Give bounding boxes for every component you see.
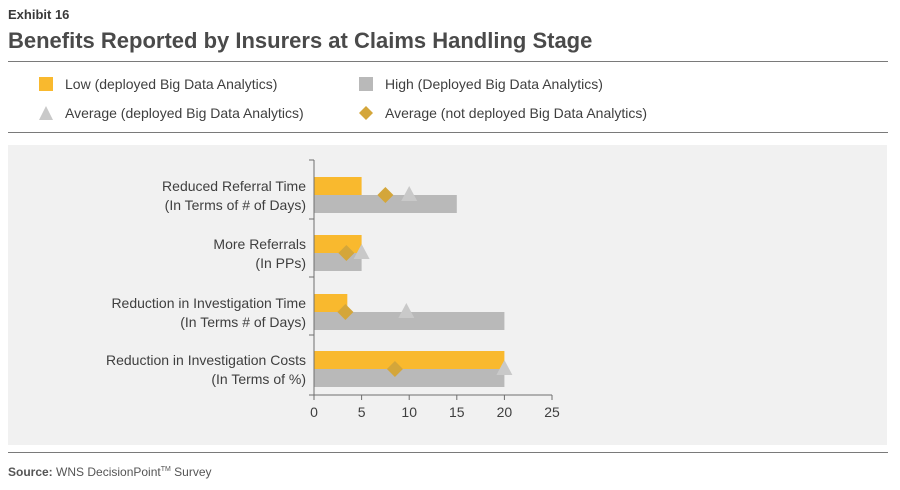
marker-avg-not-deployed-0 [377,187,394,203]
x-tick-label-0: 0 [310,404,318,420]
marker-avg-deployed-2 [398,303,415,318]
legend-item-high: High (Deployed Big Data Analytics) [358,76,603,92]
marker-avg-not-deployed-3 [386,361,403,377]
legend-label-high: High (Deployed Big Data Analytics) [385,76,603,92]
legend-square-icon [358,76,374,92]
category-label-2-1: (In Terms # of Days) [180,314,306,330]
x-tick-label-2: 10 [401,404,417,420]
category-label-1-1: (In PPs) [255,255,306,271]
legend-label-avg-deployed: Average (deployed Big Data Analytics) [65,105,304,121]
bar-high-2 [314,312,505,330]
x-tick-label-5: 25 [544,404,560,420]
bar-low-3 [314,351,505,369]
marker-avg-deployed-1 [353,244,370,259]
category-label-3-0: Reduction in Investigation Costs [106,352,306,368]
legend-item-low: Low (deployed Big Data Analytics) [38,76,277,92]
legend-triangle-icon [38,105,54,121]
marker-avg-not-deployed-1 [338,245,355,261]
legend-divider [8,132,888,133]
category-label-2-0: Reduction in Investigation Time [111,295,306,311]
bar-high-0 [314,195,457,213]
source-suffix: Survey [170,465,212,479]
legend-triangle-avg-deployed [39,106,53,120]
chart-title: Benefits Reported by Insurers at Claims … [8,28,593,53]
source-label: Source: [8,465,53,479]
bar-high-1 [314,253,362,271]
category-label-0-1: (In Terms of # of Days) [165,197,306,213]
source-text: WNS DecisionPoint [56,465,161,479]
bar-chart: Reduced Referral Time (In Terms of # of D… [106,159,560,420]
marker-avg-not-deployed-2 [337,304,354,320]
category-label-1-0: More Referrals [213,236,306,252]
legend-square-icon [38,76,54,92]
exhibit-label: Exhibit 16 [8,7,70,22]
x-tick-label-4: 20 [497,404,513,420]
source-note: Source: WNS DecisionPointTM Survey [8,465,212,479]
bar-low-0 [314,177,362,195]
legend-diamond-avg-not-deployed [359,106,373,120]
legend-item-avg-not-deployed: Average (not deployed Big Data Analytics… [358,105,647,121]
category-label-3-1: (In Terms of %) [211,371,306,387]
legend-diamond-icon [358,105,374,121]
category-label-0-0: Reduced Referral Time [162,178,306,194]
marker-avg-deployed-3 [496,360,513,375]
marker-avg-deployed-0 [401,186,418,201]
legend-swatch-high [359,77,373,91]
footer-divider [8,452,888,453]
bar-high-3 [314,369,505,387]
trademark-mark: TM [160,466,171,473]
legend-item-avg-deployed: Average (deployed Big Data Analytics) [38,105,304,121]
legend-swatch-low [39,77,53,91]
bar-low-1 [314,235,362,253]
x-tick-label-3: 15 [449,404,465,420]
x-tick-label-1: 5 [358,404,366,420]
bar-low-2 [314,294,348,312]
title-divider [8,61,888,62]
legend-label-avg-not-deployed: Average (not deployed Big Data Analytics… [385,105,648,121]
legend-label-low: Low (deployed Big Data Analytics) [65,76,278,92]
